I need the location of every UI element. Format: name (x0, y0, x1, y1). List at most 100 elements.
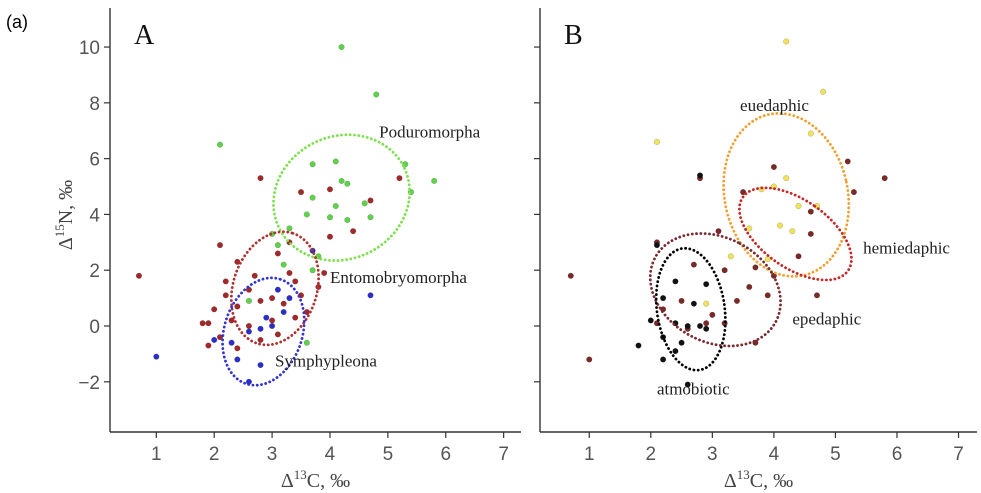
data-point (431, 177, 438, 184)
data-point (777, 222, 784, 229)
data-point (205, 320, 212, 327)
data-point (234, 356, 241, 363)
y-tick-label: 2 (89, 261, 100, 282)
data-point (257, 362, 264, 369)
data-point (795, 203, 802, 210)
ellipse-poduromorpha (272, 133, 412, 262)
data-point (660, 356, 667, 363)
x-tick-label: 2 (645, 444, 656, 465)
panel-label: B (564, 20, 583, 51)
data-point (881, 175, 888, 182)
data-point (344, 180, 351, 187)
group-label: Poduromorpha (379, 123, 481, 142)
data-point (361, 200, 368, 207)
data-point (269, 295, 276, 302)
data-point (228, 339, 235, 346)
data-point (703, 320, 710, 327)
data-point (783, 175, 790, 182)
y-tick-label: 10 (79, 38, 100, 59)
group-label: hemiedaphic (863, 238, 950, 257)
data-point (367, 214, 374, 221)
data-point (309, 161, 316, 168)
data-point (660, 295, 667, 302)
data-point (715, 228, 722, 235)
data-point (234, 303, 241, 310)
ellipse-symphypleona (221, 276, 306, 387)
data-point (274, 286, 281, 293)
ellipse-atmobiotic (654, 246, 727, 372)
data-point (653, 242, 660, 249)
data-point (770, 163, 777, 170)
data-point (684, 323, 691, 330)
x-axis-label: Δ13C, ‰ (281, 467, 350, 492)
data-point (274, 250, 281, 257)
x-tick-label: 3 (707, 444, 718, 465)
data-point (292, 314, 299, 321)
data-point (332, 203, 339, 210)
data-point (211, 336, 218, 343)
group-label: Symphypleona (275, 351, 377, 370)
y-tick-label: −2 (78, 373, 100, 394)
data-point (274, 331, 281, 338)
x-tick-label: 4 (325, 444, 336, 465)
data-point (764, 292, 771, 299)
x-tick-label: 3 (267, 444, 278, 465)
data-point (245, 297, 252, 304)
group-label: Entomobryomorpha (330, 268, 467, 287)
x-tick-label: 1 (584, 444, 595, 465)
data-point (783, 38, 790, 45)
data-point (721, 267, 728, 274)
data-point (850, 189, 857, 196)
panel-a: 1 2 3 4 5 6 7 −2 0 2 4 6 8 10 A Δ13C, ‰ Δ15N, ‰ Poduromor… (52, 8, 521, 492)
data-point (678, 297, 685, 304)
ellipse-hemiedaphic (738, 186, 853, 282)
data-point (251, 272, 258, 279)
data-point (727, 253, 734, 260)
data-point (697, 323, 704, 330)
data-point (752, 264, 759, 271)
data-point (222, 292, 229, 299)
data-point (222, 278, 229, 285)
data-point (820, 88, 827, 95)
x-tick-label: 7 (498, 444, 509, 465)
data-point (257, 336, 264, 343)
data-point (280, 261, 287, 268)
data-point (286, 295, 293, 302)
data-point (690, 300, 697, 307)
data-point (586, 356, 593, 363)
data-point (153, 353, 160, 360)
data-point (367, 197, 374, 204)
y-tick-label: 0 (89, 317, 100, 338)
data-point (303, 211, 310, 218)
data-point (211, 306, 218, 313)
data-point (199, 320, 206, 327)
data-point (326, 214, 333, 221)
group-label: euedaphic (740, 96, 809, 115)
data-point (703, 325, 710, 332)
x-axis-label: Δ13C, ‰ (724, 467, 793, 492)
data-point (303, 339, 310, 346)
data-point (709, 311, 716, 318)
data-point (672, 348, 679, 355)
data-point (280, 309, 287, 316)
data-point (326, 233, 333, 240)
panel-b: 1 2 3 4 5 6 7 B Δ13C, ‰ euedaphic hemiedaphic epeda… (534, 8, 977, 492)
data-point (257, 325, 264, 332)
data-point (703, 281, 710, 288)
data-point (286, 225, 293, 232)
data-point (795, 253, 802, 260)
data-point (789, 228, 796, 235)
x-tick-label: 5 (383, 444, 394, 465)
data-point (844, 158, 851, 165)
data-point (807, 208, 814, 215)
y-tick-label: 4 (89, 205, 100, 226)
data-point (234, 345, 241, 352)
ellipse-entomobryomorpha (229, 230, 321, 347)
x-tick-label: 5 (830, 444, 841, 465)
data-point (205, 342, 212, 349)
data-point (321, 270, 328, 277)
data-point (309, 194, 316, 201)
data-point (703, 300, 710, 307)
data-point (257, 175, 264, 182)
data-point (350, 228, 357, 235)
